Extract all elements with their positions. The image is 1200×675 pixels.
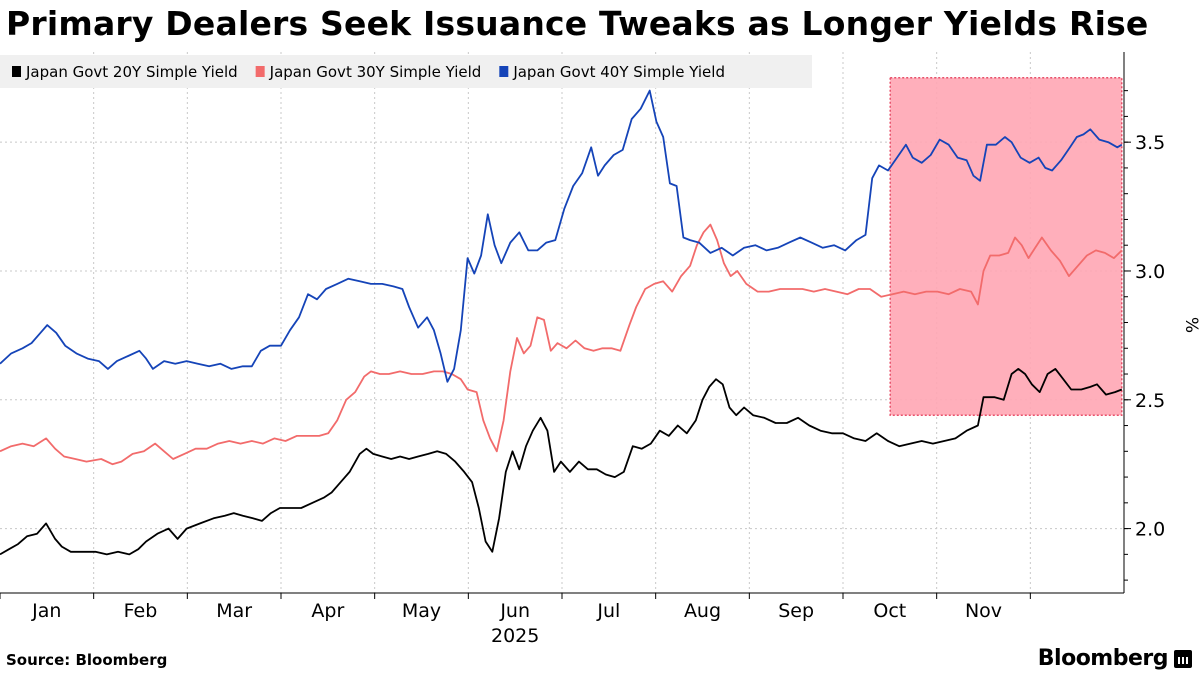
legend-swatch-2 bbox=[255, 66, 265, 77]
y-tick-label: 3.5 bbox=[1135, 132, 1165, 154]
x-tick-label: Nov bbox=[965, 600, 1002, 622]
x-year-label: 2025 bbox=[491, 625, 539, 647]
brand-name: Bloomberg bbox=[1037, 646, 1169, 671]
y-tick-label: 2.5 bbox=[1135, 390, 1165, 412]
x-tick-label: Oct bbox=[873, 600, 906, 622]
y-tick-label: 2.0 bbox=[1135, 519, 1165, 541]
chart-title: Primary Dealers Seek Issuance Tweaks as … bbox=[6, 4, 1149, 43]
brand-logo: Bloomberg bbox=[1038, 646, 1192, 671]
legend-label-1: Japan Govt 20Y Simple Yield bbox=[25, 63, 238, 81]
series-line-3 bbox=[0, 89, 1123, 383]
y-tick-label: 3.0 bbox=[1135, 261, 1165, 283]
highlight-region bbox=[889, 77, 1123, 416]
x-tick-label: Jun bbox=[499, 600, 530, 622]
legend: Japan Govt 20Y Simple Yield Japan Govt 30… bbox=[0, 55, 812, 88]
x-tick-label: Apr bbox=[311, 600, 344, 622]
legend-background bbox=[0, 55, 812, 88]
series-lines bbox=[0, 89, 1123, 556]
series-line-1 bbox=[0, 368, 1123, 556]
source-note: Source: Bloomberg bbox=[6, 651, 168, 669]
x-tick-label: Jan bbox=[31, 600, 61, 622]
x-tick-label: Jul bbox=[596, 600, 620, 622]
x-tick-label: Feb bbox=[124, 600, 158, 622]
x-tick-label: Sep bbox=[778, 600, 814, 622]
bloomberg-icon bbox=[1174, 649, 1192, 668]
highlight-box bbox=[889, 77, 1123, 416]
x-tick-label: May bbox=[402, 600, 441, 622]
y-axis-unit-label: % bbox=[1181, 317, 1200, 333]
legend-swatch-1 bbox=[12, 66, 21, 77]
legend-swatch-3 bbox=[499, 66, 509, 77]
legend-label-2: Japan Govt 30Y Simple Yield bbox=[269, 63, 482, 81]
x-tick-label: Mar bbox=[216, 600, 252, 622]
x-tick-label: Aug bbox=[684, 600, 721, 622]
series-line-2 bbox=[0, 223, 1123, 466]
axes: Jan Feb Mar Apr May Jun Jul Aug Sep Oct Nov 2025 2.0… bbox=[0, 52, 1200, 647]
legend-label-3: Japan Govt 40Y Simple Yield bbox=[512, 63, 725, 81]
